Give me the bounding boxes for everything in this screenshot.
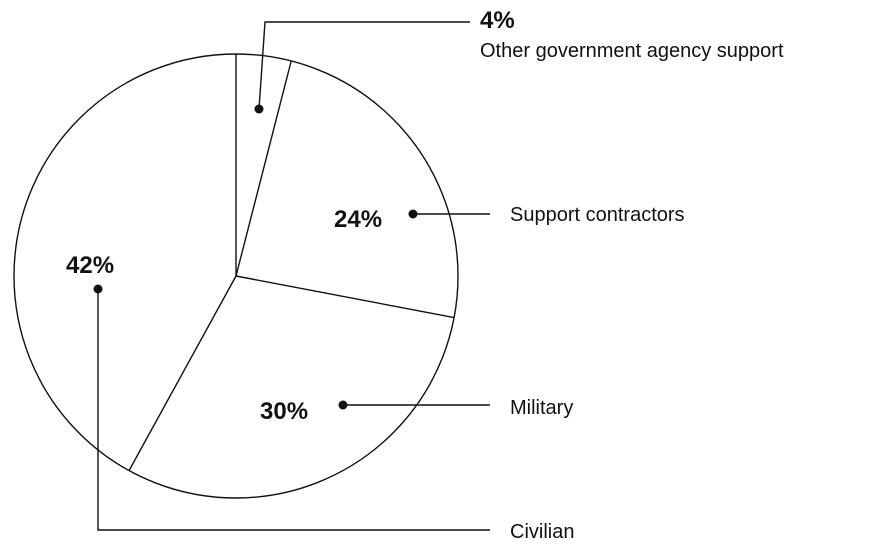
slice-boundary-support-military [235, 275, 455, 319]
slice-value-label-other-government: 4% [480, 7, 515, 34]
slice-value-label-civilian: 42% [66, 252, 114, 279]
slice-boundary-other-support [235, 60, 292, 277]
slice-value-label-military: 30% [260, 398, 308, 425]
slice-boundaries [128, 54, 455, 471]
slice-other-government-group: 4% Other government agency support [480, 7, 784, 62]
leader-dot-support-contractors [408, 209, 418, 219]
leader-dot-other-government [254, 104, 264, 114]
slice-boundary-military-civilian [128, 275, 237, 471]
leader-line-other-government [258, 21, 470, 110]
slice-category-label-civilian: Civilian [510, 521, 574, 543]
leader-lines [93, 21, 490, 531]
slice-category-label-military: Military [510, 397, 573, 419]
slice-civilian-group: 42% Civilian [66, 252, 574, 543]
slice-value-label-support-contractors: 24% [334, 206, 382, 233]
slice-category-label-other-government: Other government agency support [480, 40, 784, 62]
leader-line-civilian [97, 289, 490, 531]
leader-dot-civilian [93, 284, 103, 294]
slice-support-contractors-group: 24% Support contractors [334, 204, 685, 233]
slice-category-label-support-contractors: Support contractors [510, 204, 685, 226]
leader-dot-military [338, 400, 348, 410]
slice-military-group: 30% Military [260, 397, 573, 425]
